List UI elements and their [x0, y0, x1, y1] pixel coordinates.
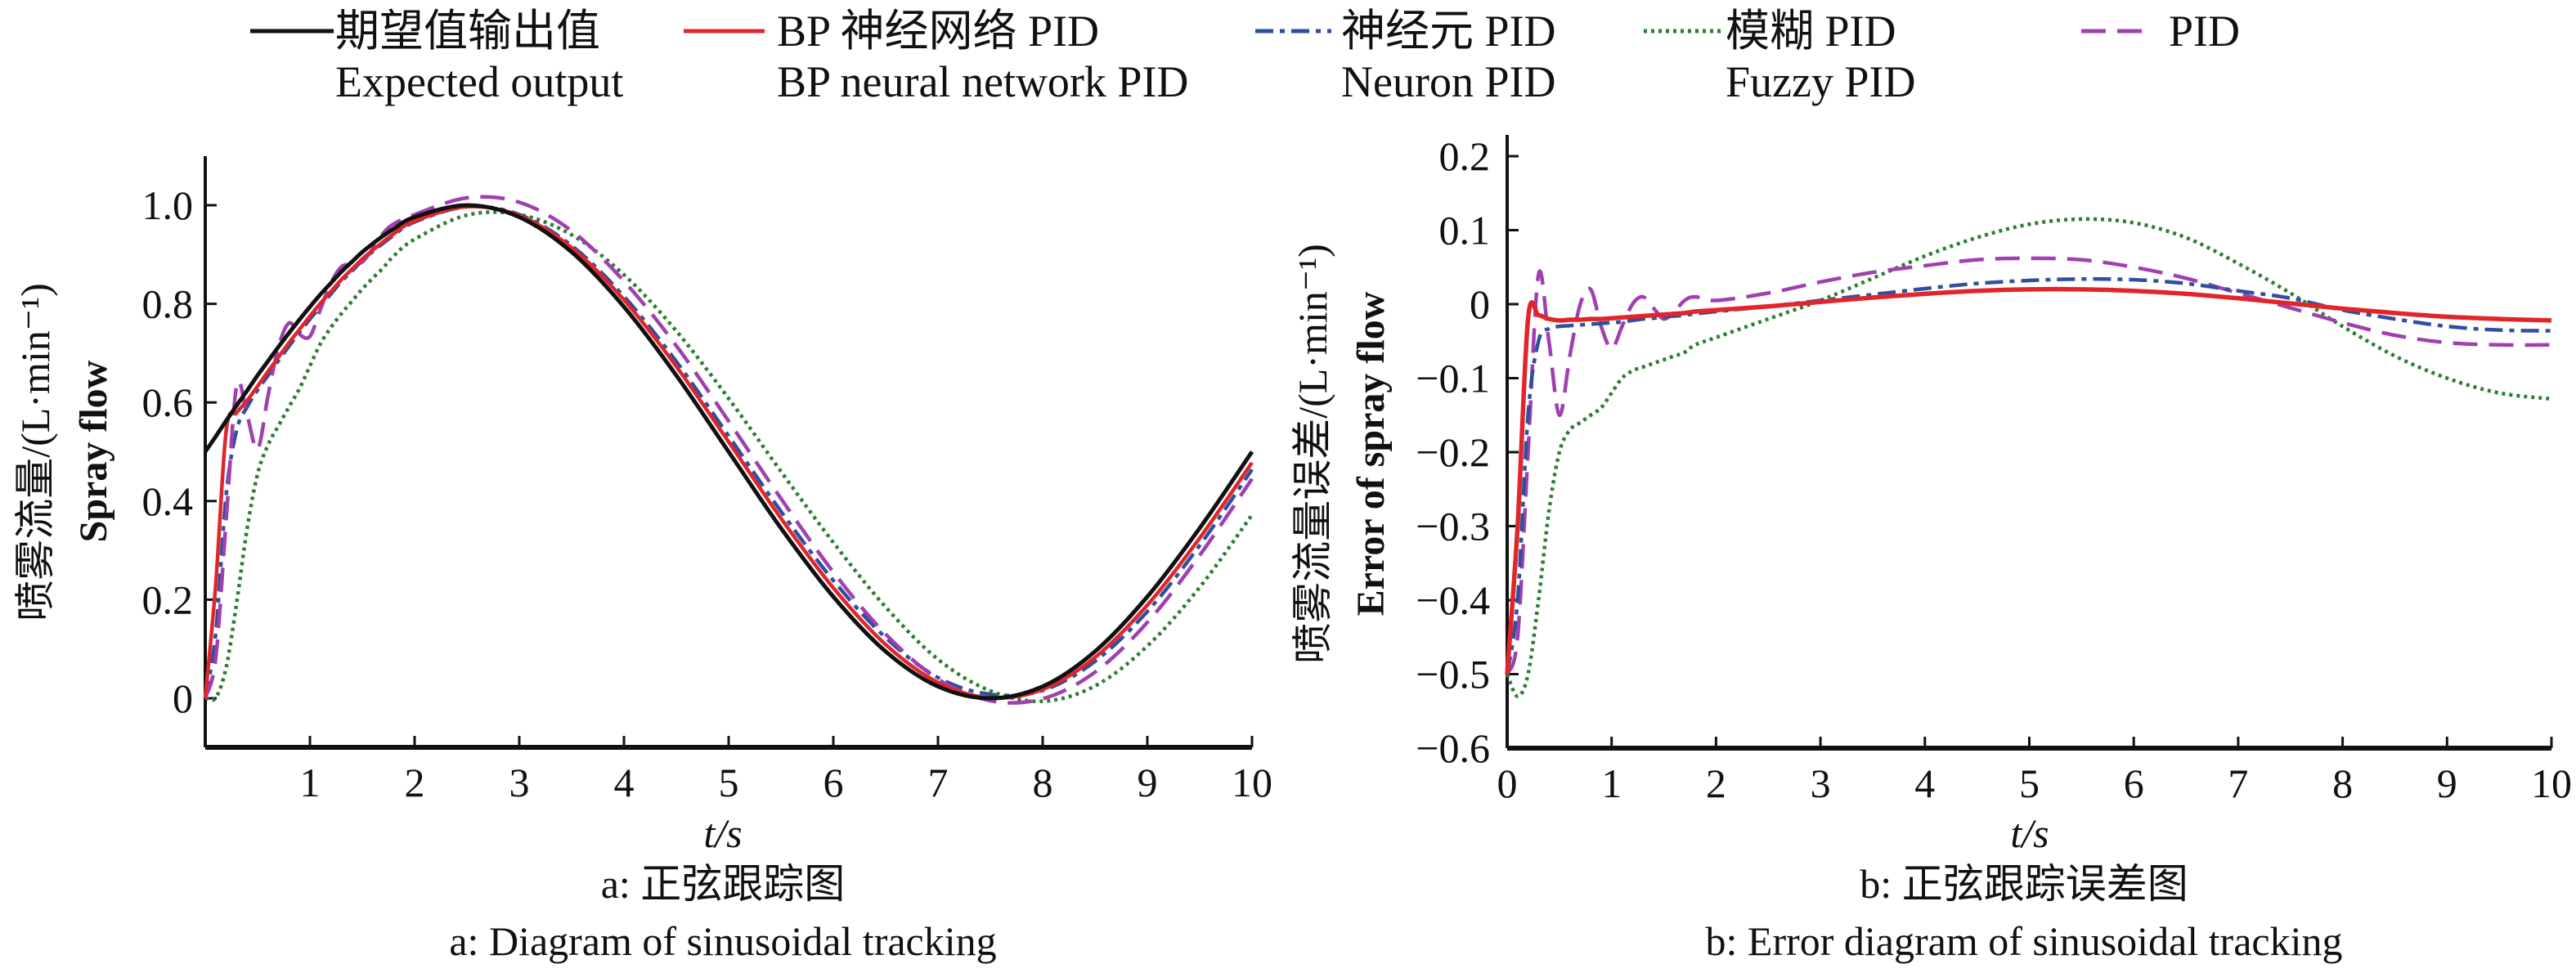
chart-a-xlabel: t/s	[703, 810, 742, 856]
chart-a-title-en: a: Diagram of sinusoidal tracking	[449, 918, 996, 964]
legend-label-bp-en: BP neural network PID	[777, 57, 1188, 106]
chart-a-x-tick-label: 3	[509, 760, 530, 805]
chart-a-line-pid	[203, 195, 1254, 705]
chart-b-x-tick-label: 7	[2228, 760, 2248, 806]
chart-b-y-tick-label: 0.2	[1439, 133, 1491, 179]
chart-b-ylabel-en: Error of spray flow	[1349, 291, 1393, 616]
chart-a-y-tick-label: 0.4	[142, 478, 194, 524]
chart-b-y-tick-label: −0.3	[1416, 504, 1490, 549]
chart-b-y-tick-label: −0.5	[1416, 652, 1490, 697]
chart-b-xlabel: t/s	[2010, 810, 2049, 856]
chart-a-x-tick-label: 6	[824, 760, 844, 805]
chart-b: 喷雾流量误差/(L·min⁻¹) Error of spray flow t/s…	[1290, 133, 2572, 964]
chart-b-x-tick-label: 1	[1601, 760, 1622, 806]
chart-a-line-bp	[203, 204, 1254, 700]
chart-a-x-tick-label: 8	[1033, 760, 1053, 805]
chart-a-y-tick-label: 0.8	[142, 281, 194, 327]
chart-b-x-tick-label: 10	[2531, 760, 2572, 806]
legend-label-expected-en: Expected output	[335, 57, 623, 106]
chart-b-x-tick-label: 4	[1914, 760, 1935, 806]
legend-label-fuzzy-zh: 模糊 PID	[1726, 7, 1896, 56]
chart-b-x-tick-label: 6	[2124, 760, 2144, 806]
legend: 期望值输出值 Expected output BP 神经网络 PID BP ne…	[250, 7, 2240, 106]
chart-b-line-neuron	[1505, 276, 2552, 675]
chart-a-y-tick-label: 0.2	[142, 576, 194, 622]
chart-b-line-pid	[1505, 256, 2552, 675]
chart-a-ylabel-en: Spray flow	[72, 360, 115, 542]
chart-a-y-tick-label: 0.6	[142, 379, 194, 425]
chart-b-line-bp	[1505, 286, 2552, 675]
chart-b-y-tick-label: 0.1	[1439, 208, 1491, 253]
legend-label-expected-zh: 期望值输出值	[335, 7, 600, 56]
chart-a-x-tick-label: 5	[719, 760, 739, 805]
chart-b-x-tick-label: 8	[2332, 760, 2353, 806]
chart-b-title-en: b: Error diagram of sinusoidal tracking	[1706, 918, 2343, 964]
chart-b-y-tick-label: 0	[1470, 281, 1490, 327]
chart-b-title-zh: b: 正弦跟踪误差图	[1860, 861, 2188, 907]
chart-a-line-expected	[203, 203, 1254, 701]
chart-b-y-tick-label: −0.4	[1416, 577, 1490, 623]
chart-b-y-tick-label: −0.6	[1416, 725, 1490, 771]
chart-a-x-tick-label: 4	[614, 760, 635, 805]
chart-a-x-tick-label: 1	[300, 760, 321, 805]
chart-a-line-neuron	[203, 204, 1254, 699]
chart-b-x-tick-label: 5	[2019, 760, 2040, 806]
chart-a-x-tick-label: 9	[1138, 760, 1158, 805]
chart-a-title-zh: a: 正弦跟踪图	[601, 861, 846, 907]
chart-a-x-tick-label: 10	[1232, 760, 1272, 805]
chart-b-x-tick-label: 3	[1811, 760, 1831, 806]
legend-label-pid: PID	[2169, 7, 2240, 56]
chart-a-x-tick-label: 2	[405, 760, 425, 805]
legend-label-fuzzy-en: Fuzzy PID	[1726, 57, 1915, 106]
chart-a-y-tick-label: 0	[173, 675, 193, 721]
legend-label-bp-zh: BP 神经网络 PID	[777, 7, 1099, 56]
chart-b-x-tick-label: 2	[1706, 760, 1726, 806]
chart-a-ylabel-zh: 喷雾流量/(L·min⁻¹)	[12, 283, 58, 621]
legend-label-neuron-zh: 神经元 PID	[1341, 7, 1556, 56]
chart-b-x-tick-label: 9	[2437, 760, 2457, 806]
chart-b-y-tick-label: −0.2	[1416, 429, 1490, 475]
legend-label-neuron-en: Neuron PID	[1341, 57, 1555, 106]
chart-b-x-tick-label: 0	[1497, 760, 1518, 806]
chart-a: 喷雾流量/(L·min⁻¹) Spray flow t/s a: 正弦跟踪图 a…	[12, 156, 1272, 964]
chart-b-ylabel-zh: 喷雾流量误差/(L·min⁻¹)	[1290, 244, 1335, 664]
chart-a-line-fuzzy	[204, 210, 1254, 703]
chart-a-x-tick-label: 7	[928, 760, 949, 805]
chart-a-y-tick-label: 1.0	[142, 182, 194, 228]
chart-b-y-tick-label: −0.1	[1416, 356, 1490, 401]
